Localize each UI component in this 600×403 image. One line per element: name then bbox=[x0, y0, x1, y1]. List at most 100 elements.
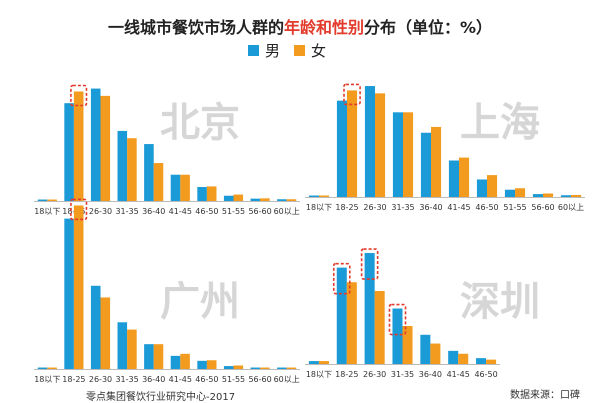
title-text-highlight: 年龄和性别 bbox=[283, 18, 364, 37]
bar-0-male-6 bbox=[197, 186, 207, 201]
tick-label-1-5: 41-45 bbox=[447, 203, 470, 212]
bar-0-female-2 bbox=[100, 95, 111, 201]
tick-label-3-5: 41-45 bbox=[447, 370, 470, 379]
bar-1-male-5 bbox=[448, 160, 459, 197]
tick-label-2-1: 18-25 bbox=[62, 375, 85, 384]
tick-label-2-0: 18以下 bbox=[34, 375, 60, 384]
bar-2-male-9 bbox=[277, 367, 287, 369]
bar-2-female-0 bbox=[47, 367, 57, 369]
bar-2-female-6 bbox=[206, 360, 217, 369]
legend: 男 女 bbox=[248, 40, 340, 61]
bar-1-female-3 bbox=[403, 112, 414, 197]
tick-label-3-4: 36-40 bbox=[419, 370, 442, 379]
highlight-box-1-0 bbox=[343, 83, 361, 106]
tick-label-0-7: 51-55 bbox=[222, 207, 245, 216]
chart-title: 一线城市餐饮市场人群的年龄和性别分布（单位：%） bbox=[0, 14, 600, 38]
bar-0-male-1 bbox=[64, 103, 74, 201]
tick-label-2-3: 31-35 bbox=[115, 375, 138, 384]
bar-1-female-2 bbox=[375, 93, 386, 197]
bar-1-female-7 bbox=[515, 188, 526, 197]
footer-source-right: 数据来源：口碑 bbox=[510, 390, 580, 401]
bar-1-female-1 bbox=[347, 90, 358, 197]
bar-3-female-6 bbox=[486, 359, 497, 364]
tick-label-1-6: 46-50 bbox=[475, 203, 498, 212]
bar-2-female-4 bbox=[153, 344, 164, 369]
tick-label-1-1: 18-25 bbox=[335, 203, 358, 212]
bar-0-female-0 bbox=[47, 199, 57, 201]
bar-0-female-3 bbox=[127, 138, 137, 201]
bar-3-female-0 bbox=[318, 361, 329, 364]
legend-item-male: 男 bbox=[248, 40, 280, 61]
tick-label-0-9: 60以上 bbox=[274, 207, 300, 216]
bar-1-male-9 bbox=[560, 195, 571, 197]
tick-label-2-6: 46-50 bbox=[195, 375, 218, 384]
bar-2-female-2 bbox=[100, 297, 111, 369]
tick-label-0-0: 18以下 bbox=[34, 207, 60, 216]
bar-0-female-1 bbox=[73, 91, 84, 201]
city-watermark-0: 北京 bbox=[160, 100, 240, 146]
tick-label-2-5: 41-45 bbox=[169, 375, 192, 384]
bar-1-male-6 bbox=[476, 179, 487, 197]
tick-label-1-8: 56-60 bbox=[531, 203, 554, 212]
bar-1-female-0 bbox=[319, 195, 330, 197]
tick-label-1-0: 18以下 bbox=[306, 203, 332, 212]
highlight-box-3-2 bbox=[388, 303, 407, 336]
bar-0-male-3 bbox=[117, 130, 128, 201]
bar-0-male-8 bbox=[250, 198, 261, 201]
bar-3-male-4 bbox=[420, 334, 431, 364]
bar-2-male-0 bbox=[37, 367, 48, 369]
tick-label-3-0: 18以下 bbox=[306, 370, 332, 379]
tick-label-2-2: 26-30 bbox=[89, 375, 112, 384]
bar-0-female-6 bbox=[206, 186, 217, 201]
bar-1-female-4 bbox=[431, 126, 442, 197]
bar-3-male-3 bbox=[392, 308, 403, 364]
bar-1-female-5 bbox=[459, 157, 470, 197]
bar-3-female-4 bbox=[430, 343, 441, 364]
bar-2-female-7 bbox=[233, 365, 244, 369]
bar-1-female-9 bbox=[571, 194, 582, 197]
tick-label-3-1: 18-25 bbox=[335, 370, 358, 379]
bar-2-female-5 bbox=[180, 353, 190, 369]
legend-label-female: 女 bbox=[311, 42, 327, 60]
bar-0-female-5 bbox=[180, 174, 190, 201]
tick-label-0-4: 36-40 bbox=[142, 207, 165, 216]
tick-label-0-6: 46-50 bbox=[195, 207, 218, 216]
tick-label-2-9: 60以上 bbox=[274, 375, 300, 384]
legend-label-male: 男 bbox=[265, 42, 281, 60]
bar-3-female-1 bbox=[346, 282, 357, 364]
city-watermark-3: 深圳 bbox=[460, 279, 540, 325]
bar-3-male-1 bbox=[336, 267, 347, 364]
bar-0-female-4 bbox=[153, 163, 164, 201]
bar-2-male-7 bbox=[223, 366, 234, 369]
bar-0-female-8 bbox=[260, 198, 270, 201]
bar-1-female-6 bbox=[487, 175, 498, 197]
bar-1-male-7 bbox=[504, 189, 515, 197]
legend-swatch-female bbox=[294, 45, 306, 56]
city-watermark-2: 广州 bbox=[160, 279, 240, 325]
tick-label-2-4: 36-40 bbox=[142, 375, 165, 384]
bar-2-male-4 bbox=[144, 344, 154, 369]
title-text-before: 一线城市餐饮市场人群的 bbox=[107, 18, 284, 37]
highlight-box-3-1 bbox=[360, 248, 379, 280]
bar-2-male-1 bbox=[64, 218, 74, 369]
bar-1-male-0 bbox=[308, 195, 319, 197]
tick-label-0-2: 26-30 bbox=[89, 207, 112, 216]
tick-label-0-8: 56-60 bbox=[248, 207, 271, 216]
bar-0-male-9 bbox=[277, 199, 287, 201]
bar-1-male-1 bbox=[336, 100, 347, 197]
bar-3-male-5 bbox=[448, 350, 459, 364]
bar-1-female-8 bbox=[543, 193, 554, 197]
tick-label-3-3: 31-35 bbox=[391, 370, 414, 379]
bar-3-male-6 bbox=[476, 358, 487, 364]
bar-0-male-2 bbox=[90, 88, 101, 201]
tick-label-0-3: 31-35 bbox=[115, 207, 138, 216]
bar-2-male-2 bbox=[90, 285, 101, 369]
bar-1-male-4 bbox=[420, 132, 431, 197]
bar-0-female-7 bbox=[233, 194, 244, 201]
city-watermark-1: 上海 bbox=[460, 100, 540, 146]
tick-label-1-2: 26-30 bbox=[363, 203, 386, 212]
highlight-box-2-0 bbox=[70, 198, 88, 221]
bar-2-female-9 bbox=[286, 367, 297, 369]
tick-label-2-8: 56-60 bbox=[248, 375, 271, 384]
